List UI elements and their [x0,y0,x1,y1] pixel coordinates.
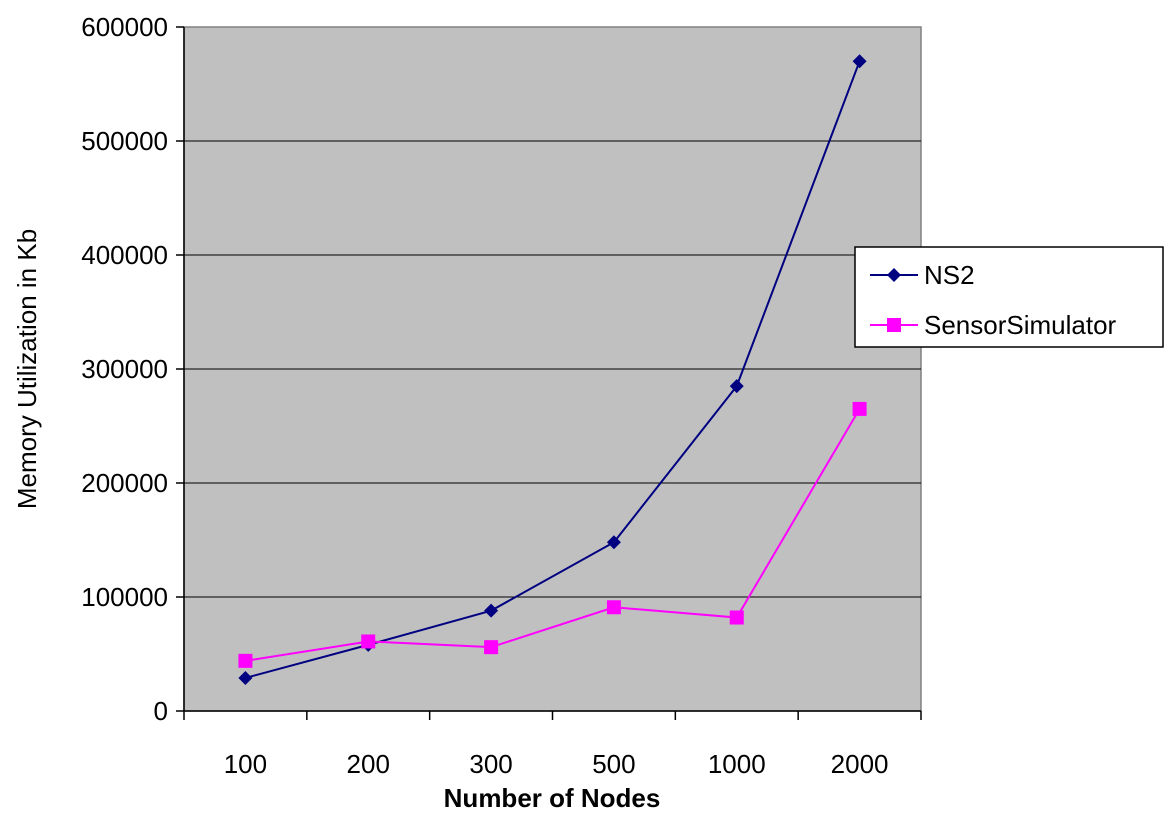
data-point-sensorsimulator [361,634,376,649]
legend-marker-ns2 [887,268,901,282]
axes [176,26,922,720]
data-point-sensorsimulator [729,610,744,625]
y-tick-label: 200000 [81,468,168,498]
series [238,54,867,685]
y-tick-labels: 0 100000 200000 300000 400000 500000 600000 [81,12,168,726]
x-tick-label: 1000 [708,749,766,779]
data-point-ns2 [484,603,499,618]
x-tick-label: 200 [347,749,390,779]
data-point-ns2 [238,670,253,685]
data-point-sensorsimulator [606,600,621,615]
gridlines [184,140,921,598]
data-point-ns2 [852,54,867,69]
x-tick-label: 100 [224,749,267,779]
legend-label-sensorsimulator: SensorSimulator [924,310,1117,340]
y-tick-label: 300000 [81,354,168,384]
legend: NS2 SensorSimulator [854,246,1164,348]
y-axis-title: Memory Utilization in Kb [12,229,42,509]
data-point-sensorsimulator [852,401,867,416]
legend-label-ns2: NS2 [924,260,975,290]
x-tick-label: 500 [592,749,635,779]
legend-box [854,246,1164,348]
y-tick-label: 500000 [81,126,168,156]
legend-marker-sensorsimulator [887,318,901,332]
x-tick-label: 300 [469,749,512,779]
y-tick-label: 600000 [81,12,168,42]
y-tick-label: 0 [154,696,168,726]
data-point-sensorsimulator [484,640,499,655]
series-line-ns2 [245,60,861,679]
data-point-sensorsimulator [238,653,253,668]
series-line-sensorsimulator [245,408,861,662]
data-point-ns2 [729,379,744,394]
x-tick-labels: 100 200 300 500 1000 2000 [224,749,889,779]
y-tick-label: 100000 [81,582,168,612]
data-point-ns2 [606,535,621,550]
x-tick-label: 2000 [831,749,889,779]
y-tick-label: 400000 [81,240,168,270]
x-axis-title: Number of Nodes [444,783,661,813]
